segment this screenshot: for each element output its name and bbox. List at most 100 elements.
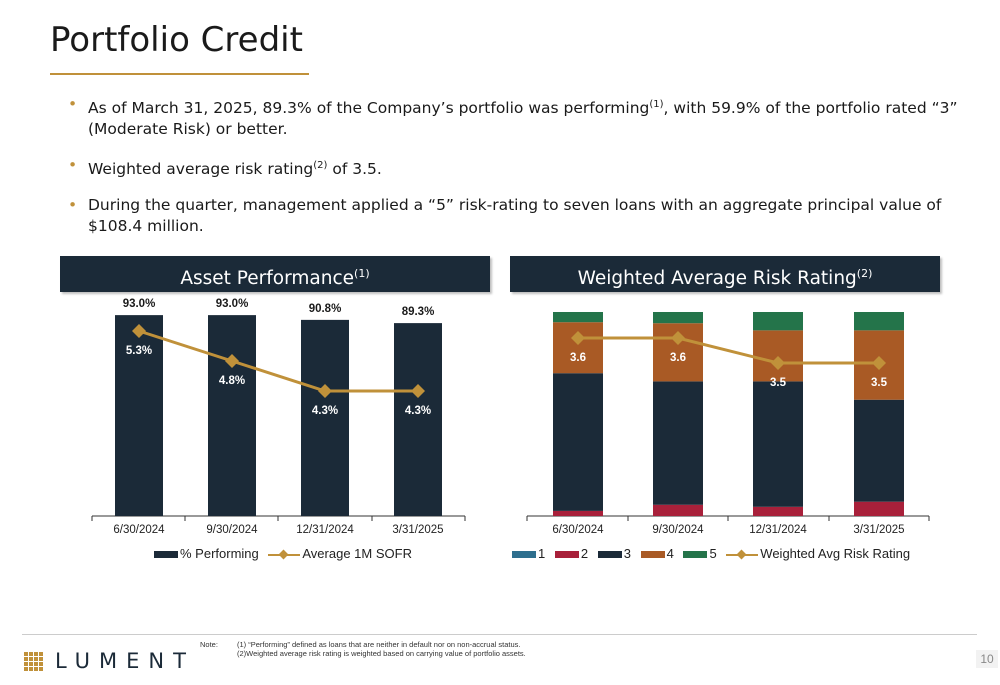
- bar-performing: [394, 323, 442, 516]
- legend-label-performing: % Performing: [180, 546, 259, 562]
- stacked-bar-rating-2: [854, 501, 904, 516]
- x-tick-label: 3/31/2025: [853, 524, 904, 536]
- stacked-bar-rating-3: [653, 381, 703, 505]
- stacked-bar-rating-5: [854, 312, 904, 331]
- legend-line-swatch: [268, 550, 301, 560]
- stacked-bar-rating-3: [753, 381, 803, 507]
- x-tick-label: 6/30/2024: [552, 524, 604, 536]
- legend-item-rating-2: 2: [554, 546, 589, 562]
- bullet-2-text-a: Weighted average risk rating: [88, 160, 314, 179]
- sofr-point: [411, 384, 425, 398]
- x-tick-label: 3/31/2025: [392, 524, 443, 536]
- logo-wordmark: LUMENT: [55, 649, 195, 673]
- bullet-3-text: During the quarter, management applied a…: [88, 196, 942, 236]
- legend-swatch: [554, 551, 579, 559]
- sofr-data-label: 5.3%: [126, 345, 152, 357]
- x-tick-label: 12/31/2024: [749, 524, 807, 536]
- stacked-bar-rating-2: [753, 506, 803, 516]
- bullet-3: • During the quarter, management applied…: [68, 195, 968, 237]
- legend-item-sofr: Average 1M SOFR: [268, 546, 412, 561]
- footnote-1: (1) “Performing” defined as loans that a…: [237, 640, 521, 649]
- bullet-1: • As of March 31, 2025, 89.3% of the Com…: [68, 94, 968, 140]
- sofr-data-label: 4.3%: [312, 405, 338, 417]
- legend-item-rating-4: 4: [640, 546, 674, 562]
- stacked-bar-rating-2: [553, 510, 603, 516]
- legend-label-rating-4: 4: [666, 546, 674, 562]
- legend-label-rating-3: 3: [623, 546, 631, 562]
- stacked-bar-rating-4: [753, 330, 803, 382]
- sofr-point: [225, 354, 239, 368]
- legend-item-rating-5: 5: [683, 546, 717, 562]
- bullet-1-footnote: (1): [649, 99, 664, 110]
- legend-label-rating-2: 2: [580, 546, 589, 562]
- weighted-avg-data-label: 3.5: [871, 377, 888, 389]
- asset-performance-legend: % Performing Average 1M SOFR: [154, 545, 418, 561]
- x-tick-label: 9/30/2024: [652, 524, 704, 536]
- logo-mark-icon: [24, 651, 43, 671]
- legend-item-weighted-avg: Weighted Avg Risk Rating: [726, 546, 910, 561]
- weighted-avg-data-label: 3.6: [670, 352, 686, 364]
- bullet-1-text-a: As of March 31, 2025, 89.3% of the Compa…: [88, 99, 650, 118]
- stacked-bar-rating-4: [553, 322, 603, 374]
- footer-divider: [22, 634, 977, 635]
- legend-item-rating-1: 1: [512, 546, 545, 561]
- footnotes: (1) “Performing” defined as loans that a…: [237, 640, 526, 658]
- risk-rating-legend: 1 2 3 4 5 Weighted Avg Risk Rating: [512, 545, 916, 561]
- risk-rating-title: Weighted Average Risk Rating: [577, 268, 857, 290]
- page-title: Portfolio Credit: [50, 20, 303, 60]
- legend-item-rating-3: 3: [597, 546, 631, 562]
- weighted-avg-data-label: 3.5: [770, 377, 787, 389]
- asset-performance-header: Asset Performance(1): [60, 256, 490, 292]
- x-tick-label: 9/30/2024: [206, 524, 258, 536]
- stacked-bar-rating-5: [553, 312, 603, 323]
- sofr-point: [132, 324, 146, 338]
- legend-label-weighted-avg: Weighted Avg Risk Rating: [760, 546, 911, 562]
- title-underline: [50, 73, 309, 75]
- sofr-point: [318, 384, 332, 398]
- bullet-2-footnote: (2): [313, 160, 328, 172]
- legend-swatch: [640, 551, 665, 559]
- x-tick-label: 6/30/2024: [113, 524, 165, 536]
- bar-data-label: 89.3%: [402, 306, 435, 318]
- stacked-bar-rating-3: [854, 399, 904, 502]
- x-tick-label: 12/31/2024: [296, 524, 354, 536]
- bar-performing: [208, 315, 256, 516]
- footnote-2: (2)Weighted average risk rating is weigh…: [237, 649, 526, 658]
- legend-swatch: [154, 551, 178, 559]
- weighted-avg-point: [671, 331, 685, 345]
- sofr-data-label: 4.3%: [405, 405, 431, 417]
- weighted-avg-point: [872, 356, 886, 370]
- bullet-list: • As of March 31, 2025, 89.3% of the Com…: [68, 94, 968, 252]
- weighted-avg-data-label: 3.6: [570, 352, 586, 364]
- lument-logo: LUMENT: [24, 649, 195, 673]
- sofr-data-label: 4.8%: [219, 375, 245, 387]
- legend-label-rating-1: 1: [538, 546, 546, 562]
- legend-item-performing: % Performing: [154, 546, 259, 561]
- asset-performance-footnote: (1): [354, 267, 370, 280]
- legend-swatch: [597, 551, 622, 559]
- asset-performance-title: Asset Performance: [180, 268, 355, 290]
- bar-performing: [301, 319, 349, 516]
- legend-label-rating-5: 5: [709, 546, 717, 562]
- bullet-2-text-b: of 3.5.: [327, 160, 382, 179]
- bar-data-label: 93.0%: [216, 298, 249, 310]
- stacked-bar-rating-2: [653, 504, 703, 516]
- stacked-bar-rating-5: [653, 312, 703, 324]
- bullet-dot: •: [68, 196, 78, 215]
- risk-rating-header: Weighted Average Risk Rating(2): [510, 256, 940, 292]
- bullet-2: • Weighted average risk rating(2) of 3.5…: [68, 155, 968, 180]
- legend-swatch: [683, 551, 708, 559]
- weighted-avg-line: [578, 336, 879, 365]
- bullet-dot: •: [68, 95, 78, 113]
- stacked-bar-rating-3: [553, 373, 603, 511]
- weighted-avg-point: [771, 356, 785, 370]
- page-number: 10: [976, 650, 998, 668]
- weighted-avg-point: [571, 331, 585, 345]
- legend-line-swatch: [726, 550, 759, 560]
- note-label: Note:: [200, 640, 218, 649]
- legend-swatch: [512, 551, 536, 559]
- bar-performing: [115, 315, 163, 516]
- bullet-dot: •: [68, 156, 78, 175]
- sofr-line: [138, 329, 418, 393]
